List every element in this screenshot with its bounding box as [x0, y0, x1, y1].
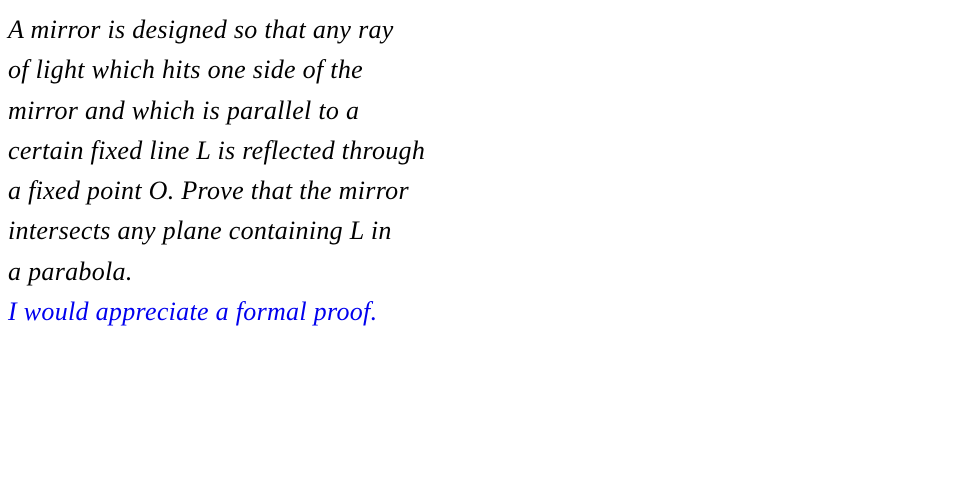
problem-line-3: mirror and which is parallel to a [8, 91, 954, 131]
problem-line-1: A mirror is designed so that any ray [8, 10, 954, 50]
request-line: I would appreciate a formal proof. [8, 292, 954, 332]
problem-line-2: of light which hits one side of the [8, 50, 954, 90]
problem-line-4: certain fixed line L is reflected throug… [8, 131, 954, 171]
problem-line-6: intersects any plane containing L in [8, 211, 954, 251]
problem-line-7: a parabola. [8, 252, 954, 292]
problem-line-5: a fixed point O. Prove that the mirror [8, 171, 954, 211]
